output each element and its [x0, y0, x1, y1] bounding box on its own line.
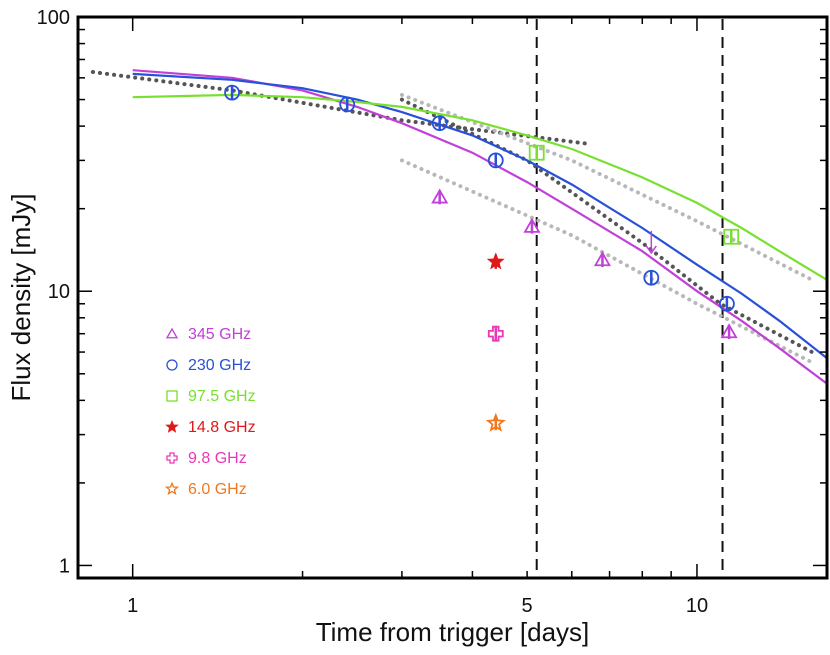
power-law-fit-line	[399, 158, 815, 365]
legend-marker-filled-star	[165, 419, 179, 433]
y-tick-label: 100	[37, 7, 70, 29]
x-tick-label: 5	[522, 595, 533, 617]
model-curve	[132, 69, 828, 385]
legend-label: 14.8 GHz	[188, 419, 256, 436]
y-tick-label: 10	[48, 281, 70, 303]
data-point-square	[723, 228, 740, 245]
x-tick-label: 10	[686, 595, 708, 617]
reference-lines	[535, 19, 724, 576]
data-point-circle	[643, 269, 660, 286]
data-point-star	[485, 412, 506, 432]
y-axis-title: Flux density [mJy]	[6, 193, 36, 401]
data-point-cross	[487, 325, 504, 342]
x-tick-label: 1	[127, 595, 138, 617]
legend-label: 97.5 GHz	[188, 388, 256, 405]
data-point-circle	[224, 84, 240, 101]
legend-marker-triangle	[165, 327, 179, 339]
data-points	[224, 84, 740, 432]
data-point-triangle	[720, 323, 738, 339]
data-point-circle	[339, 96, 356, 113]
data-point-triangle	[431, 188, 449, 204]
legend-label: 230 GHz	[188, 357, 251, 374]
axis-ticks: 1 5 10 1 10 100	[37, 7, 827, 617]
model-curve	[132, 72, 828, 360]
legend-label: 9.8 GHz	[188, 450, 247, 467]
legend-marker-square	[166, 390, 178, 402]
upper-limit-arrow	[645, 230, 657, 255]
power-law-fit-line	[399, 97, 815, 355]
legend-marker-circle	[166, 359, 178, 371]
legend-marker-star	[164, 481, 180, 496]
data-point-circle	[487, 152, 504, 169]
y-tick-label: 1	[59, 555, 70, 577]
model-curve	[132, 93, 828, 281]
plot-frame	[76, 15, 829, 580]
legend-label: 345 GHz	[188, 326, 251, 343]
legend-label: 6.0 GHz	[188, 481, 247, 498]
data-point-square	[528, 144, 545, 161]
legend: 345 GHz 230 GHz 97.5 GHz 14.8 GHz 9.8 GHz 6.0…	[164, 326, 256, 498]
x-axis-title: Time from trigger [days]	[316, 617, 590, 647]
data-point-circle	[719, 295, 735, 312]
legend-marker-cross	[166, 452, 178, 464]
power-law-fit-line	[399, 92, 815, 282]
data-point-circle	[431, 115, 448, 132]
data-point-triangle	[523, 217, 541, 233]
data-point-filled-star	[486, 252, 505, 270]
data-point-triangle	[593, 251, 612, 267]
model-curves	[132, 69, 828, 385]
